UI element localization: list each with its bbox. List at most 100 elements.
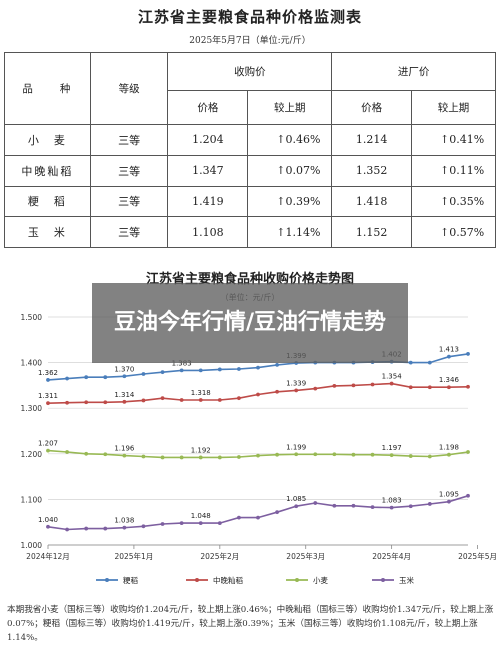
cell-factory-change: ↑0.11% — [410, 154, 497, 187]
data-point — [122, 399, 127, 404]
data-point — [122, 374, 127, 379]
legend-label: 中晚籼稻 — [213, 575, 243, 585]
data-point — [84, 526, 89, 531]
cell-name: 玉 米 — [4, 216, 91, 248]
data-label: 1.198 — [439, 444, 459, 452]
data-label: 1.048 — [191, 512, 211, 520]
data-label: 1.362 — [38, 369, 58, 377]
data-point — [46, 378, 50, 382]
cell-purchase-change: ↑0.07% — [247, 154, 333, 187]
data-point — [313, 386, 318, 391]
data-point — [332, 383, 337, 388]
data-label: 1.413 — [439, 346, 459, 354]
y-tick-label: 1.200 — [21, 450, 43, 459]
data-point — [198, 455, 203, 460]
legend-label: 玉米 — [399, 575, 414, 585]
footnote: 本期我省小麦（国标三等）收购均价1.204元/斤，较上期上涨0.46%；中晚籼稻… — [7, 605, 494, 643]
data-point — [217, 398, 222, 402]
data-point — [84, 375, 89, 380]
data-point — [103, 375, 108, 380]
table-row: 玉 米 三等 1.108 ↑1.14% 1.152 ↑0.57% — [4, 216, 497, 248]
data-point — [179, 398, 184, 402]
data-point — [46, 524, 50, 529]
header-grade: 等级 — [89, 52, 169, 125]
x-tick-label: 2025年5月 — [458, 551, 497, 561]
table-row: 小 麦 三等 1.204 ↑0.46% 1.214 ↑0.41% — [4, 124, 497, 156]
header-factory-change: 较上期 — [410, 90, 497, 125]
header-factory: 进厂价 — [331, 52, 496, 91]
y-tick-label: 1.400 — [21, 359, 43, 368]
data-point — [447, 499, 451, 504]
data-point — [389, 505, 394, 510]
cell-factory-change: ↑0.35% — [410, 185, 497, 218]
cell-purchase-price: 1.347 — [167, 154, 249, 187]
cell-factory-change: ↑0.57% — [410, 216, 497, 248]
header-variety: 品 种 — [4, 52, 91, 125]
data-point — [427, 385, 432, 390]
data-point — [466, 493, 470, 498]
data-point — [427, 454, 432, 459]
data-point — [313, 501, 318, 505]
cell-purchase-change: ↑0.46% — [247, 124, 333, 156]
data-point — [447, 452, 451, 457]
data-point — [179, 368, 184, 373]
data-point — [275, 362, 279, 367]
cell-grade: 三等 — [89, 185, 169, 218]
data-point — [103, 452, 108, 457]
data-point — [389, 453, 394, 458]
data-point — [408, 360, 413, 365]
legend-label: 小麦 — [313, 575, 328, 585]
legend-label: 粳稻 — [123, 575, 138, 585]
y-tick-label: 1.100 — [21, 495, 43, 504]
data-label: 1.370 — [114, 365, 134, 373]
cell-factory-price: 1.418 — [331, 185, 412, 218]
data-point — [256, 392, 260, 397]
data-label: 1.314 — [114, 391, 135, 399]
x-tick-label: 2025年4月 — [372, 551, 411, 561]
data-point — [256, 515, 260, 520]
data-point — [217, 367, 222, 372]
table-row: 中晚籼稻 三等 1.347 ↑0.07% 1.352 ↑0.11% — [4, 154, 497, 187]
data-point — [198, 521, 203, 526]
cell-factory-price: 1.152 — [331, 216, 412, 248]
data-point — [65, 400, 69, 405]
cell-name: 小 麦 — [4, 124, 91, 156]
data-point — [370, 452, 375, 457]
data-point — [46, 401, 50, 406]
y-tick-label: 1.000 — [21, 541, 43, 550]
data-point — [103, 400, 108, 405]
cell-grade: 三等 — [89, 216, 169, 248]
data-point — [84, 451, 89, 456]
data-point — [46, 448, 50, 453]
cell-name: 中晚籼稻 — [4, 154, 91, 187]
data-point — [217, 521, 222, 526]
data-label: 1.339 — [286, 379, 306, 387]
data-point — [237, 367, 241, 371]
data-point — [198, 398, 203, 402]
cell-purchase-price: 1.108 — [167, 216, 249, 248]
y-tick-label: 1.500 — [21, 313, 43, 322]
data-point — [332, 452, 337, 457]
x-tick-label: 2025年3月 — [286, 551, 325, 561]
cell-purchase-price: 1.419 — [167, 185, 249, 218]
header-purchase-price: 价格 — [167, 90, 249, 125]
data-point — [84, 400, 89, 405]
data-label: 1.038 — [114, 517, 134, 525]
overlay-text: 豆油今年行情/豆油行情走势 — [113, 310, 387, 335]
data-point — [370, 505, 375, 510]
data-label: 1.311 — [38, 392, 58, 400]
header-factory-price: 价格 — [331, 90, 412, 125]
data-point — [408, 385, 413, 390]
data-point — [237, 396, 241, 401]
cell-grade: 三等 — [89, 124, 169, 156]
cell-purchase-price: 1.204 — [167, 124, 249, 156]
data-point — [408, 504, 413, 509]
data-point — [65, 376, 69, 381]
data-label: 1.197 — [382, 444, 402, 452]
data-point — [256, 365, 260, 370]
data-point — [141, 372, 146, 376]
data-point — [141, 524, 146, 529]
cell-factory-price: 1.352 — [331, 154, 412, 187]
data-point — [427, 360, 432, 365]
price-trend-chart: 1.000 1.100 1.200 1.300 1.400 1.500 2024年12月 20… — [21, 313, 497, 585]
